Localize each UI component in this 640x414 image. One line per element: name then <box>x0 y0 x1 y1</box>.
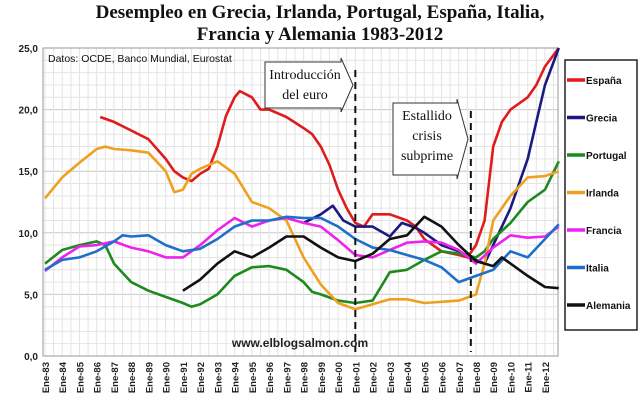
annotation-text: Introducción <box>269 68 341 83</box>
x-tick-label: Ene-08 <box>472 362 483 393</box>
chart-title-line-2: Francia y Alemania 1983-2012 <box>196 24 444 45</box>
x-tick-label: Ene-83 <box>41 362 52 393</box>
series-line-alemania <box>182 215 559 292</box>
x-tick-label: Ene-05 <box>420 361 431 393</box>
plot-area <box>42 47 559 357</box>
annotation-text: del euro <box>282 88 327 103</box>
x-tick-label: Ene-11 <box>524 361 535 392</box>
legend-label: Italia <box>586 264 609 275</box>
watermark: www.elblogsalmon.com <box>231 336 368 350</box>
legend-label: Irlanda <box>586 189 619 200</box>
x-tick-label: Ene-84 <box>58 361 69 393</box>
x-tick-label: Ene-90 <box>162 362 173 393</box>
annotation-arrow-box <box>392 98 469 180</box>
grid <box>43 47 558 357</box>
x-tick-label: Ene-01 <box>351 361 362 393</box>
x-tick-label: Ene-98 <box>300 362 311 393</box>
annotation-text: subprime <box>401 149 453 164</box>
x-tick-label: Ene-92 <box>196 362 207 393</box>
series-line-españa <box>99 47 560 259</box>
legend-label: España <box>586 76 622 87</box>
x-tick-label: Ene-85 <box>75 361 86 393</box>
x-tick-label: Ene-89 <box>144 362 155 393</box>
x-tick-label: Ene-06 <box>438 362 449 393</box>
annotation-arrow-box <box>264 57 354 113</box>
x-tick-label: Ene-12 <box>541 362 552 393</box>
legend: España Grecia Portugal Irlanda Francia Italia… <box>564 59 638 331</box>
x-tick-label: Ene-93 <box>213 362 224 393</box>
y-tick-label: 0,0 <box>24 352 38 363</box>
series-line-irlanda <box>43 145 560 311</box>
chart-title: Desempleo en Grecia, Irlanda, Portugal, … <box>0 2 640 46</box>
series-line-francia <box>44 216 560 273</box>
y-tick-label: 15,0 <box>19 167 39 178</box>
x-tick-label: Ene-96 <box>265 362 276 393</box>
legend-label: Alemania <box>586 301 631 312</box>
y-tick-label: 10,0 <box>19 229 39 240</box>
x-tick-label: Ene-99 <box>317 362 328 393</box>
chart-title-line-1: Desempleo en Grecia, Irlanda, Portugal, … <box>95 2 545 23</box>
x-tick-label: Ene-02 <box>369 362 380 393</box>
x-tick-label: Ene-97 <box>282 362 293 393</box>
source-note: Datos: OCDE, Banco Mundial, Eurostat <box>48 53 232 65</box>
annotation-text: crisis <box>412 129 442 144</box>
y-tick-label: 5,0 <box>24 290 38 301</box>
x-tick-label: Ene-07 <box>455 362 466 393</box>
y-tick-label: 20,0 <box>19 106 39 117</box>
x-tick-label: Ene-88 <box>127 362 138 393</box>
legend-label: Grecia <box>586 114 618 125</box>
x-tick-label: Ene-09 <box>489 362 500 393</box>
x-tick-label: Ene-04 <box>403 361 414 393</box>
x-tick-label: Ene-87 <box>110 362 121 393</box>
legend-label: Francia <box>586 226 622 237</box>
series-line-portugal <box>44 160 560 308</box>
legend-label: Portugal <box>586 151 627 162</box>
x-tick-label: Ene-94 <box>231 361 242 393</box>
legend-box <box>564 59 638 331</box>
x-tick-label: Ene-00 <box>334 362 345 393</box>
x-tick-label: Ene-10 <box>506 362 517 393</box>
series-line-italia <box>44 215 560 284</box>
y-tick-label: 25,0 <box>19 44 39 55</box>
x-tick-label: Ene-91 <box>179 361 190 393</box>
series-line-grecia <box>303 47 561 265</box>
x-tick-label: Ene-95 <box>248 361 259 393</box>
annotation-text: Estallido <box>402 109 452 124</box>
x-tick-label: Ene-03 <box>386 362 397 393</box>
x-tick-label: Ene-86 <box>93 362 104 393</box>
